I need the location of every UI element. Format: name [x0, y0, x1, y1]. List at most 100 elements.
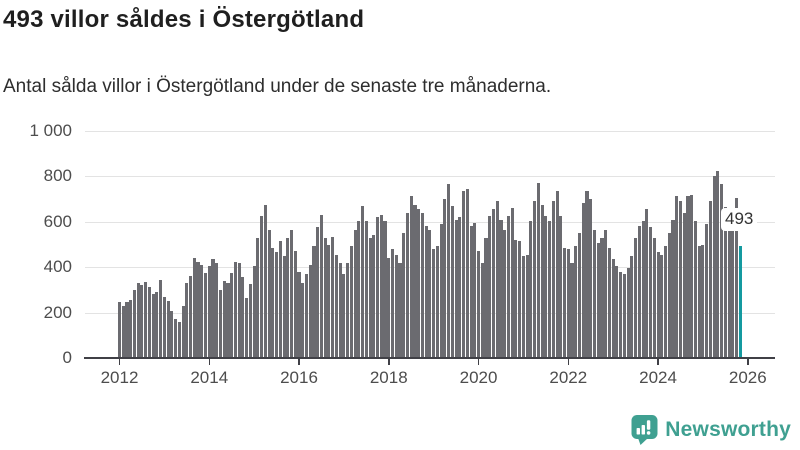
bar [626, 268, 630, 358]
bar [357, 220, 361, 358]
bar [368, 237, 372, 358]
bar [226, 283, 230, 358]
bar [203, 272, 208, 358]
bar [585, 191, 589, 358]
bar [656, 252, 660, 358]
chart-subtitle: Antal sålda villor i Östergötland under … [3, 76, 552, 97]
bar [177, 321, 181, 358]
bar [619, 271, 623, 358]
bar [592, 229, 597, 358]
bar [533, 201, 537, 358]
bar [570, 262, 574, 358]
bar [331, 236, 335, 358]
bar [435, 245, 439, 358]
bar [735, 197, 739, 358]
bar [263, 204, 267, 358]
bar [589, 199, 593, 358]
bar [196, 261, 200, 358]
x-axis-tick [118, 359, 121, 365]
y-tick-label: 0 [62, 348, 72, 367]
x-axis-tick [298, 359, 300, 365]
bar [510, 208, 514, 358]
bar [521, 255, 525, 358]
bar [327, 244, 331, 358]
bar [473, 222, 477, 358]
y-tick-label: 400 [43, 257, 72, 277]
bar [559, 216, 563, 358]
bar-chart-plot-area: 493 0 200 400 600 800 1 000 2012 2014 2016 2018 20… [0, 115, 800, 410]
bar [686, 195, 690, 358]
x-tick-label: 2016 [280, 368, 318, 387]
bar [132, 289, 136, 358]
x-axis-line [84, 357, 775, 359]
bar [394, 254, 398, 358]
bar [129, 300, 133, 358]
bar [443, 199, 447, 358]
bar [151, 294, 155, 358]
bar [678, 201, 683, 358]
newsworthy-wordmark: Newsworthy [665, 417, 791, 441]
bar [267, 229, 271, 358]
bar [402, 233, 406, 358]
bar [574, 245, 578, 358]
bar [462, 191, 466, 358]
bar [731, 209, 735, 358]
bar [723, 207, 727, 358]
bar [727, 216, 731, 358]
bar [417, 209, 421, 358]
bar [301, 283, 305, 358]
bar [544, 216, 548, 358]
bar [596, 243, 600, 358]
x-axis-tick [567, 359, 570, 365]
bar [159, 279, 163, 358]
bar [690, 194, 694, 358]
bar [600, 237, 604, 358]
x-axis-tick [747, 359, 749, 365]
newsworthy-logo[interactable]: Newsworthy [631, 414, 791, 445]
bar [155, 292, 159, 358]
bar [581, 202, 585, 358]
bar [218, 289, 223, 358]
bar [207, 266, 211, 358]
bar [140, 285, 144, 358]
bar [192, 258, 196, 358]
bar [495, 201, 499, 358]
bar [200, 264, 204, 358]
x-tick-label: 2018 [369, 368, 408, 387]
bar [641, 220, 645, 358]
y-tick-label: 200 [43, 302, 72, 322]
bar [611, 259, 615, 358]
bar [405, 212, 410, 358]
bar [390, 249, 395, 358]
bar [615, 266, 619, 358]
bar [518, 241, 522, 358]
bar [551, 201, 555, 358]
bar [293, 251, 297, 358]
bar [428, 229, 432, 358]
bar [376, 217, 380, 358]
bar [577, 233, 582, 358]
bar [353, 229, 357, 358]
bar [630, 255, 634, 358]
bar [432, 249, 436, 358]
bar [712, 176, 716, 358]
bar [720, 184, 724, 358]
bar [458, 217, 462, 358]
bar [275, 252, 279, 358]
bar [607, 247, 611, 358]
highlighted-bar [738, 246, 742, 358]
bar [346, 262, 350, 358]
bar [162, 296, 166, 358]
bar [697, 245, 701, 358]
bar [671, 219, 675, 358]
bar [465, 188, 469, 358]
bar [420, 212, 424, 358]
bar [529, 220, 533, 358]
y-tick-label: 800 [43, 166, 72, 186]
bar [622, 274, 626, 358]
bar [304, 274, 309, 358]
bar [563, 247, 567, 358]
bar [361, 205, 365, 358]
bar [506, 216, 510, 358]
x-axis-tick [388, 359, 390, 365]
